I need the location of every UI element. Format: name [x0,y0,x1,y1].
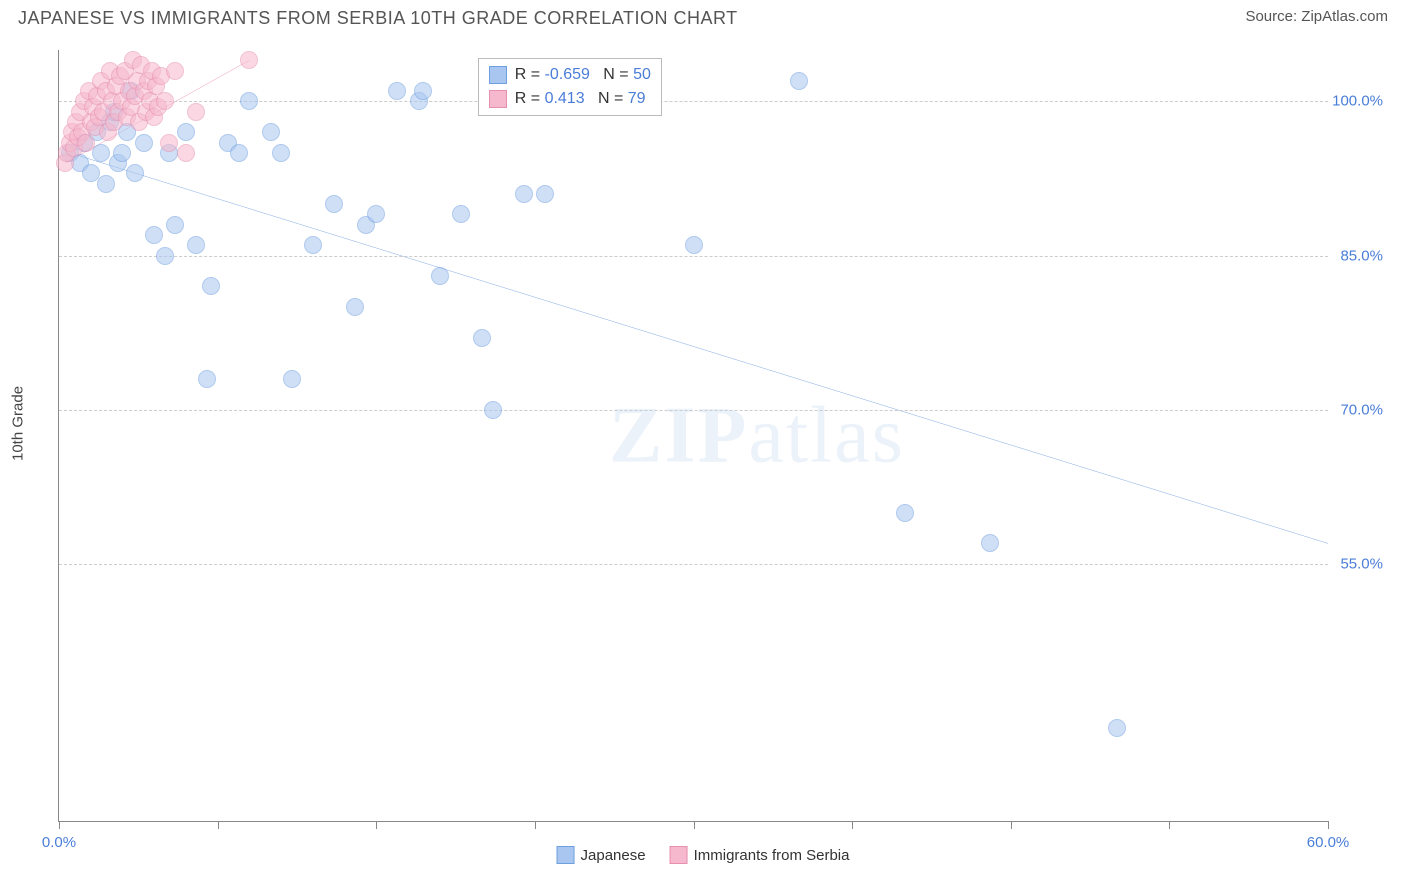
legend-label: Japanese [581,847,646,864]
x-tick [1169,821,1170,829]
legend-item: Japanese [557,846,646,864]
y-tick-label: 70.0% [1340,401,1383,418]
x-tick [376,821,377,829]
header: JAPANESE VS IMMIGRANTS FROM SERBIA 10TH … [0,0,1406,29]
legend-stats-row: R = -0.659 N = 50 [489,63,651,87]
point-japanese [536,185,554,203]
y-tick-label: 85.0% [1340,247,1383,264]
grid-line [59,410,1328,411]
point-japanese [414,82,432,100]
legend-stats-text: R = 0.413 N = 79 [515,87,646,111]
legend-label: Immigrants from Serbia [694,847,850,864]
legend-item: Immigrants from Serbia [670,846,850,864]
point-japanese [262,123,280,141]
x-tick [59,821,60,829]
point-japanese [113,144,131,162]
point-serbia [240,51,258,69]
point-serbia [156,92,174,110]
y-tick-label: 100.0% [1332,93,1383,110]
point-japanese [202,277,220,295]
point-japanese [272,144,290,162]
point-japanese [92,144,110,162]
point-japanese [283,370,301,388]
chart-title: JAPANESE VS IMMIGRANTS FROM SERBIA 10TH … [18,8,738,29]
x-tick-label: 0.0% [42,834,76,851]
point-japanese [187,236,205,254]
point-serbia [166,62,184,80]
plot-area: 55.0%70.0%85.0%100.0%0.0%60.0%ZIPatlasR … [58,50,1328,822]
trend-lines [59,50,1328,821]
point-serbia [160,134,178,152]
legend-stats-row: R = 0.413 N = 79 [489,87,651,111]
x-tick [694,821,695,829]
legend-stats: R = -0.659 N = 50R = 0.413 N = 79 [478,58,662,116]
point-japanese [325,195,343,213]
point-japanese [240,92,258,110]
point-japanese [177,123,195,141]
point-japanese [145,226,163,244]
point-japanese [156,247,174,265]
point-japanese [515,185,533,203]
legend-bottom: Japanese Immigrants from Serbia [557,846,850,864]
point-japanese [790,72,808,90]
watermark: ZIPatlas [609,390,905,481]
point-japanese [126,164,144,182]
grid-line [59,564,1328,565]
legend-swatch [670,846,688,864]
point-japanese [367,205,385,223]
x-tick [1328,821,1329,829]
chart-container: 10th Grade 55.0%70.0%85.0%100.0%0.0%60.0… [18,40,1388,882]
point-serbia [177,144,195,162]
y-tick-label: 55.0% [1340,555,1383,572]
point-japanese [452,205,470,223]
legend-swatch [489,66,507,84]
point-serbia [77,134,95,152]
point-japanese [135,134,153,152]
point-japanese [981,534,999,552]
y-axis-label: 10th Grade [10,386,27,461]
point-japanese [346,298,364,316]
point-japanese [166,216,184,234]
point-japanese [230,144,248,162]
point-japanese [198,370,216,388]
point-japanese [473,329,491,347]
legend-swatch [489,90,507,108]
point-japanese [431,267,449,285]
point-serbia [187,103,205,121]
x-tick [218,821,219,829]
x-tick [535,821,536,829]
trend-line [70,153,1328,544]
point-japanese [388,82,406,100]
x-tick-label: 60.0% [1307,834,1350,851]
point-japanese [1108,719,1126,737]
x-tick [852,821,853,829]
point-japanese [304,236,322,254]
grid-line [59,256,1328,257]
point-japanese [685,236,703,254]
point-japanese [97,175,115,193]
legend-swatch [557,846,575,864]
source-label: Source: ZipAtlas.com [1245,8,1388,25]
x-tick [1011,821,1012,829]
point-japanese [484,401,502,419]
legend-stats-text: R = -0.659 N = 50 [515,63,651,87]
point-japanese [896,504,914,522]
